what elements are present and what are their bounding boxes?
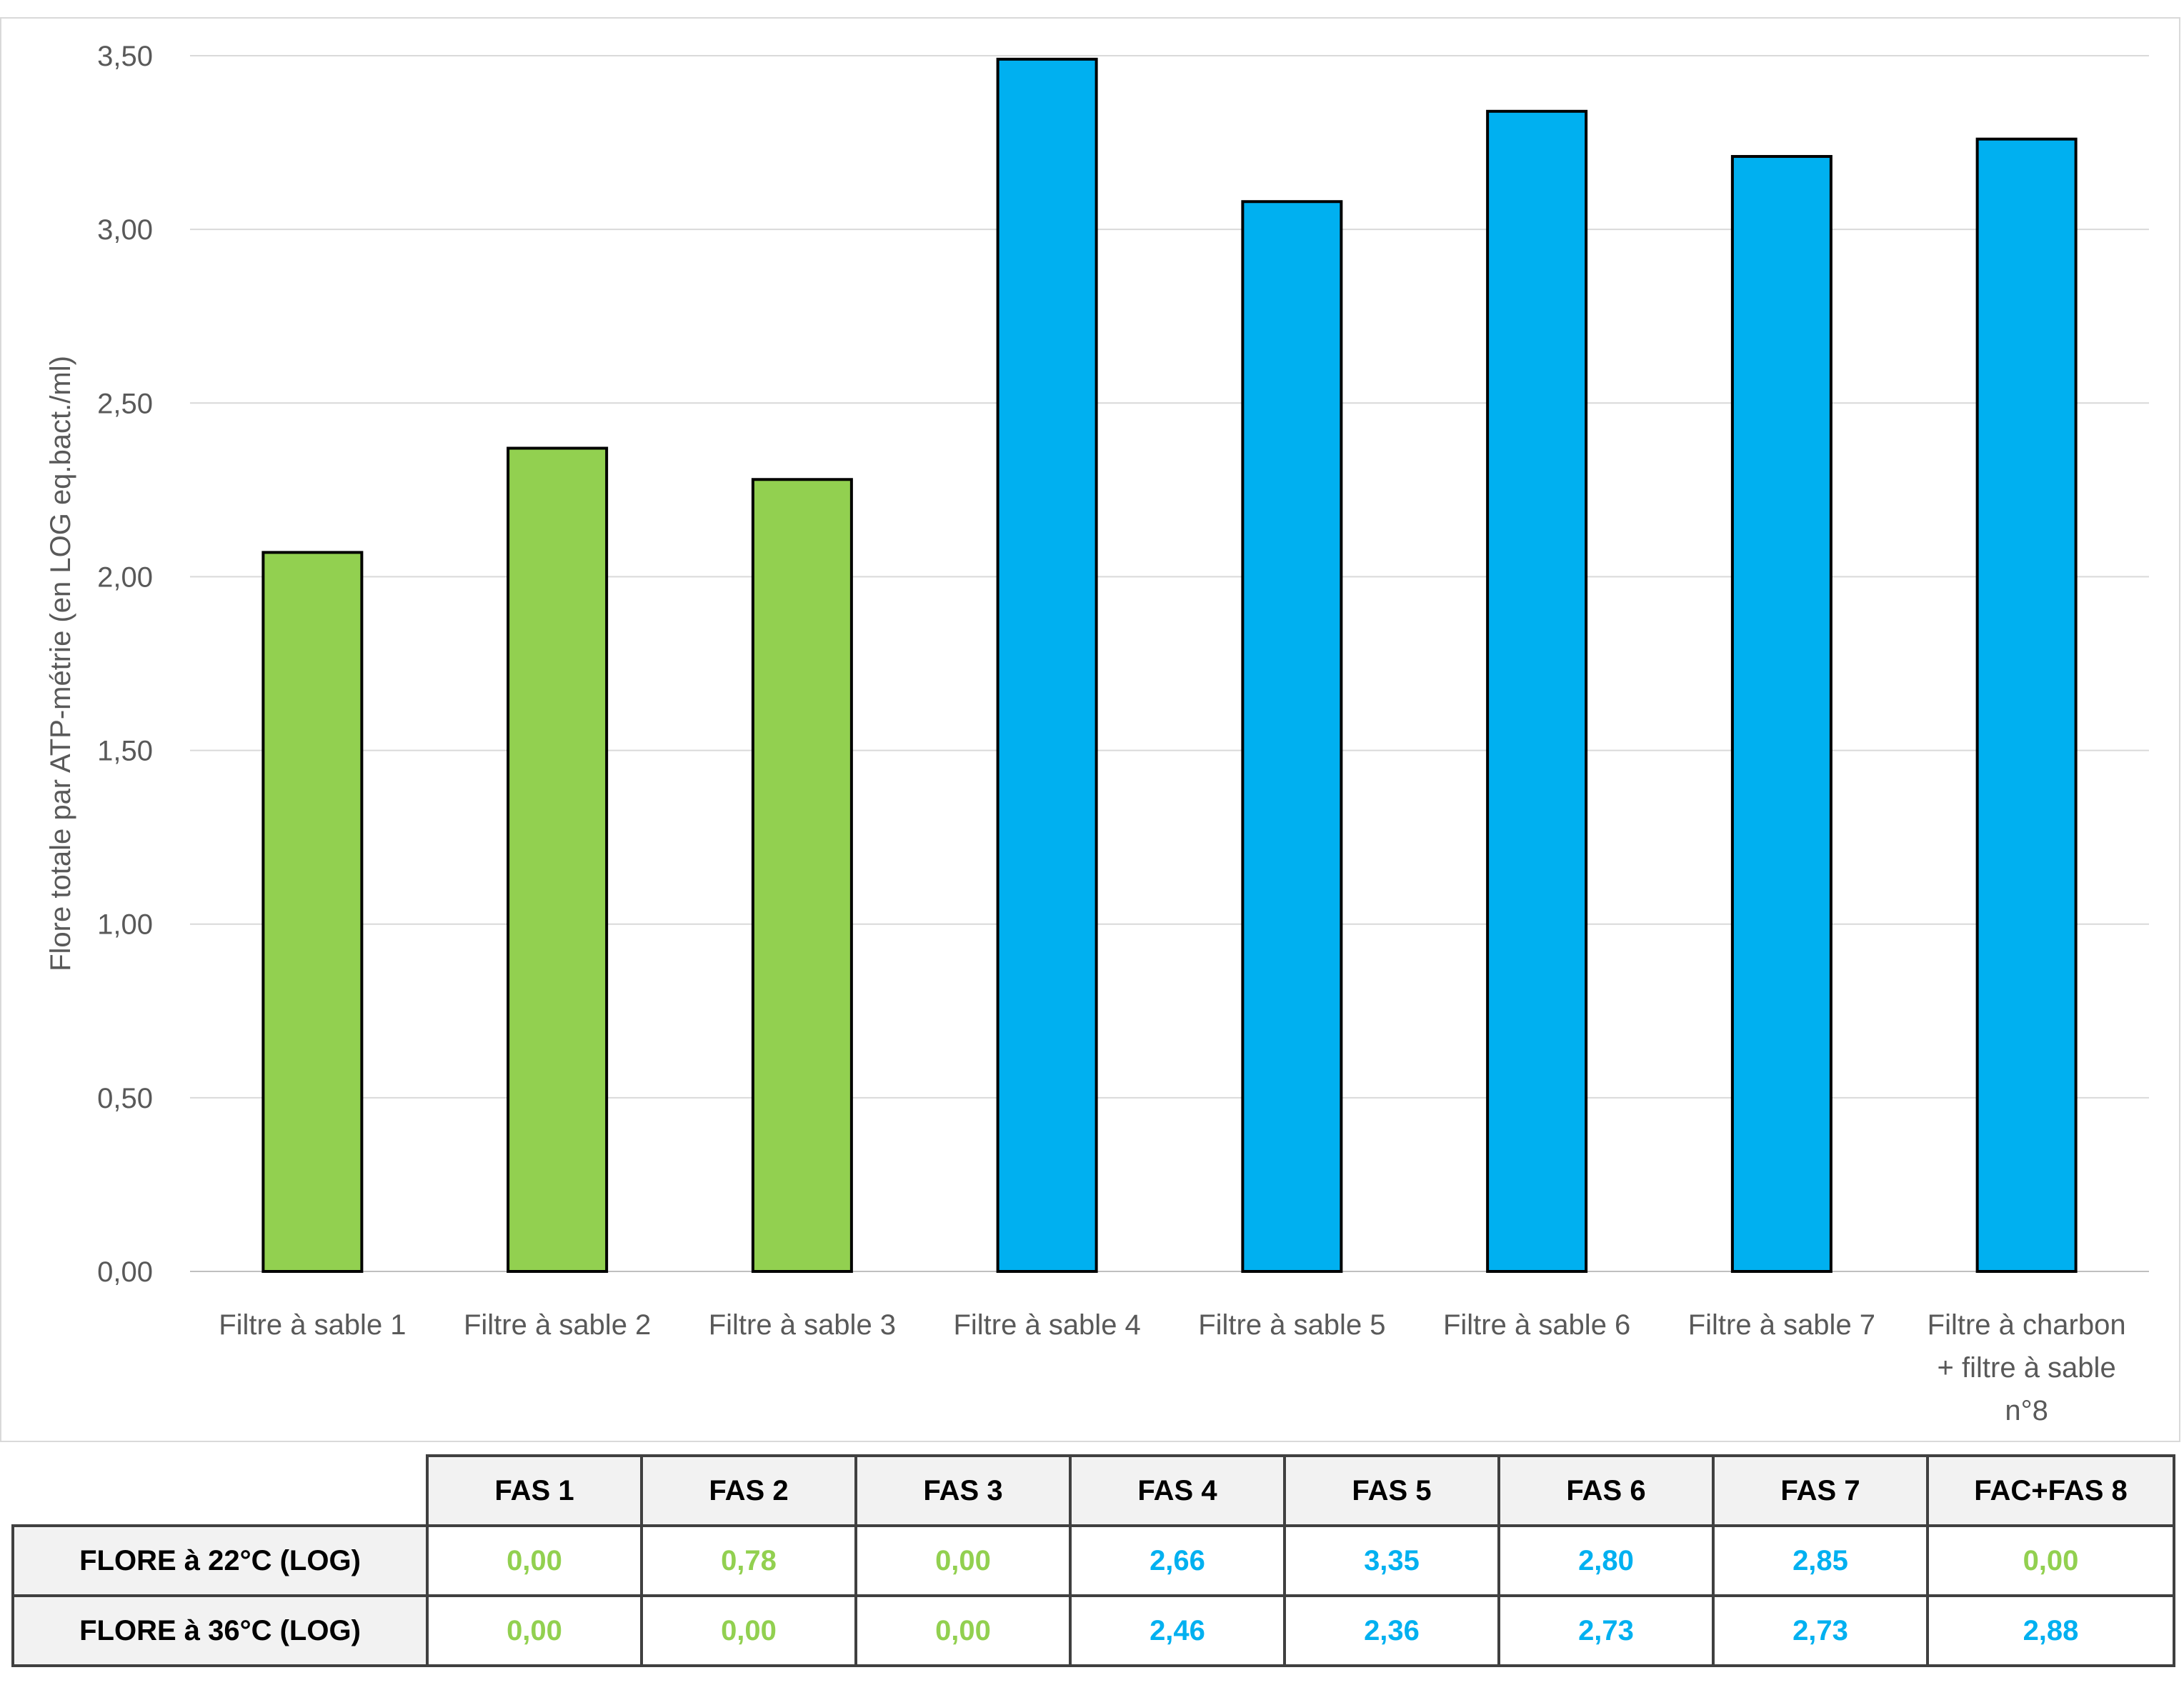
table-header-row: FAS 1 FAS 2 FAS 3 FAS 4 FAS 5 FAS 6 FAS … bbox=[13, 1454, 2175, 1527]
table-corner bbox=[13, 1456, 427, 1526]
cell-36c-fas3: 0,00 bbox=[854, 1594, 1072, 1667]
bar bbox=[1975, 137, 2078, 1273]
y-tick-label: 1,00 bbox=[97, 909, 153, 941]
bar bbox=[1486, 109, 1588, 1274]
col-header-fas4: FAS 4 bbox=[1069, 1454, 1286, 1527]
col-header-fas5: FAS 5 bbox=[1283, 1454, 1500, 1527]
y-tick-label: 2,00 bbox=[97, 561, 153, 593]
bar bbox=[261, 551, 364, 1273]
cell-22c-fas2: 0,78 bbox=[640, 1524, 857, 1597]
col-header-fas7: FAS 7 bbox=[1712, 1454, 1929, 1527]
cell-22c-fas3: 0,00 bbox=[854, 1524, 1072, 1597]
y-tick-label: 0,00 bbox=[97, 1256, 153, 1288]
y-tick-label: 3,00 bbox=[97, 214, 153, 246]
col-header-fas3: FAS 3 bbox=[854, 1454, 1072, 1527]
x-tick-label: Filtre à charbon bbox=[1928, 1309, 2126, 1341]
row-label-22c: FLORE à 22°C (LOG) bbox=[11, 1524, 429, 1597]
x-tick-label: Filtre à sable 2 bbox=[464, 1309, 651, 1341]
y-tick-label: 0,50 bbox=[97, 1083, 153, 1114]
table-row-22c: FLORE à 22°C (LOG) 0,00 0,78 0,00 2,66 3… bbox=[11, 1524, 2175, 1597]
cell-22c-fac-fas8: 0,00 bbox=[1926, 1524, 2175, 1597]
bar-chart: 0,00 0,50 1,00 1,50 2,00 2,50 3,00 3,50 Flore to… bbox=[45, 41, 2149, 1426]
cell-36c-fas2: 0,00 bbox=[640, 1594, 857, 1667]
row-label-36c: FLORE à 36°C (LOG) bbox=[11, 1594, 429, 1667]
cell-36c-fas6: 2,73 bbox=[1497, 1594, 1715, 1667]
x-tick-label: n°8 bbox=[2005, 1395, 2048, 1426]
cell-36c-fas7: 2,73 bbox=[1712, 1594, 1929, 1667]
col-header-fac-fas8: FAC+FAS 8 bbox=[1926, 1454, 2175, 1527]
x-tick-label: Filtre à sable 6 bbox=[1443, 1309, 1630, 1341]
cell-22c-fas1: 0,00 bbox=[426, 1524, 643, 1597]
x-tick-label: Filtre à sable 7 bbox=[1688, 1309, 1875, 1341]
cell-36c-fas5: 2,36 bbox=[1283, 1594, 1500, 1667]
cell-22c-fas4: 2,66 bbox=[1069, 1524, 1286, 1597]
cell-36c-fac-fas8: 2,88 bbox=[1926, 1594, 2175, 1667]
bar bbox=[751, 478, 853, 1273]
data-table: FAS 1 FAS 2 FAS 3 FAS 4 FAS 5 FAS 6 FAS … bbox=[11, 1454, 2175, 1667]
y-tick-label: 1,50 bbox=[97, 736, 153, 767]
x-tick-label: Filtre à sable 4 bbox=[953, 1309, 1140, 1341]
col-header-fas6: FAS 6 bbox=[1497, 1454, 1715, 1527]
cell-22c-fas5: 3,35 bbox=[1283, 1524, 1500, 1597]
cell-22c-fas7: 2,85 bbox=[1712, 1524, 1929, 1597]
y-axis-title: Flore totale par ATP-métrie (en LOG eq.b… bbox=[45, 356, 76, 971]
chart-panel: 0,00 0,50 1,00 1,50 2,00 2,50 3,00 3,50 Flore to… bbox=[0, 17, 2180, 1442]
x-tick-label: Filtre à sable 3 bbox=[709, 1309, 896, 1341]
bar bbox=[996, 57, 1098, 1273]
x-tick-label: + filtre à sable bbox=[1938, 1352, 2116, 1384]
y-tick-label: 2,50 bbox=[97, 388, 153, 419]
table-row-36c: FLORE à 36°C (LOG) 0,00 0,00 0,00 2,46 2… bbox=[11, 1594, 2175, 1667]
bar bbox=[507, 446, 609, 1274]
x-tick-label: Filtre à sable 1 bbox=[219, 1309, 406, 1341]
col-header-fas1: FAS 1 bbox=[426, 1454, 643, 1527]
cell-36c-fas4: 2,46 bbox=[1069, 1594, 1286, 1667]
x-tick-label: Filtre à sable 5 bbox=[1198, 1309, 1385, 1341]
col-header-fas2: FAS 2 bbox=[640, 1454, 857, 1527]
bar bbox=[1730, 155, 1833, 1274]
bar bbox=[1241, 200, 1343, 1273]
cell-36c-fas1: 0,00 bbox=[426, 1594, 643, 1667]
y-tick-label: 3,50 bbox=[97, 41, 153, 72]
cell-22c-fas6: 2,80 bbox=[1497, 1524, 1715, 1597]
